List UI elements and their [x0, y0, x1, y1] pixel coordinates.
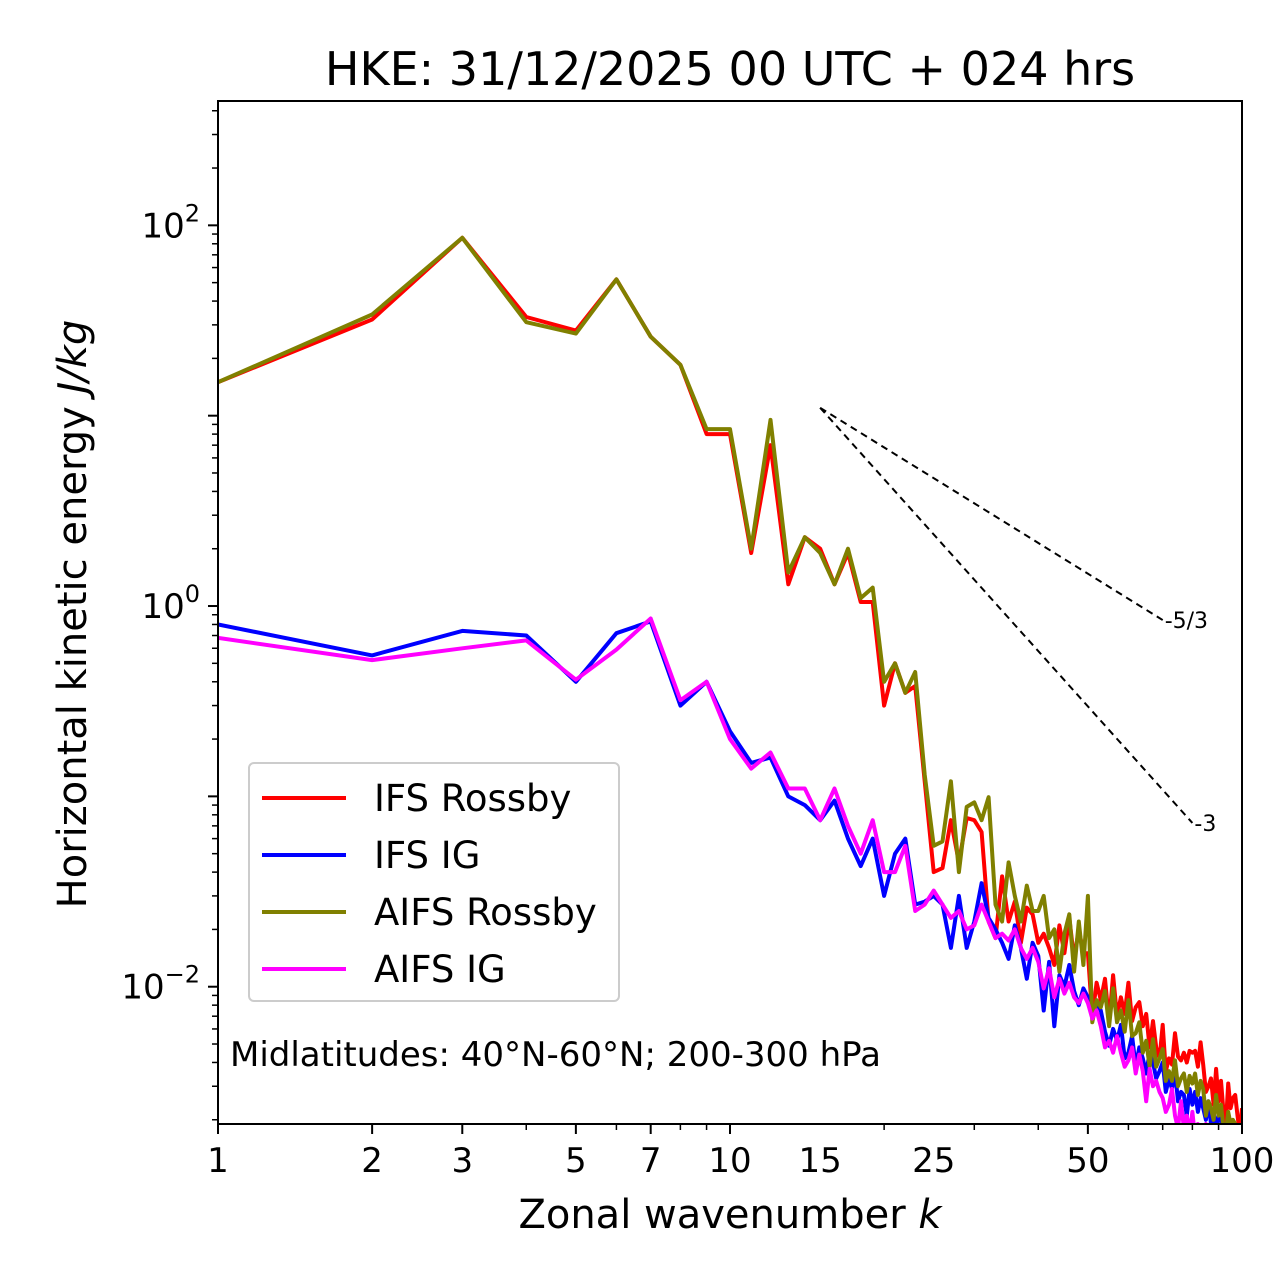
y-tick-labels: 10−2 100 102 — [121, 199, 200, 1007]
y-axis-label-text: Horizontal kinetic energy — [50, 406, 96, 908]
x-axis-label-var: k — [918, 1192, 943, 1238]
plot-frame — [217, 100, 1243, 1125]
x-tick-label: 5 — [565, 1141, 587, 1181]
legend-swatch — [262, 967, 346, 971]
reference-slope-lines: -5/3 -3 — [819, 406, 1216, 837]
x-tick-labels: 1 2 3 5 7 10 15 25 50 100 — [207, 1141, 1274, 1181]
slope-label: -3 — [1194, 812, 1216, 837]
chart-title: HKE: 31/12/2025 00 UTC + 024 hrs — [325, 42, 1135, 96]
legend-label: IFS Rossby — [374, 776, 572, 820]
x-tick-label: 7 — [640, 1141, 662, 1181]
legend-item: IFS Rossby — [262, 770, 571, 826]
legend-item: AIFS IG — [262, 941, 506, 997]
y-axis-label-unit: J/kg — [50, 320, 96, 401]
x-tick-label: 10 — [708, 1141, 751, 1181]
x-tick-label: 50 — [1066, 1141, 1109, 1181]
legend-swatch — [262, 910, 346, 914]
slope-label: -5/3 — [1165, 609, 1208, 634]
legend-label: IFS IG — [374, 833, 481, 877]
series-line-aifs-ig — [218, 616, 1208, 1124]
x-tick-label: 2 — [361, 1141, 383, 1181]
slope-line — [819, 407, 1194, 824]
series-line-aifs-rossby — [218, 235, 1238, 1124]
legend-swatch — [262, 796, 346, 800]
x-axis-label-text: Zonal wavenumber — [518, 1192, 906, 1238]
legend-item: IFS IG — [262, 827, 480, 883]
x-axis-label: Zonal wavenumber k — [518, 1192, 943, 1238]
y-axis-label: Horizontal kinetic energy J/kg — [50, 320, 96, 909]
legend-swatch — [262, 853, 346, 857]
series-layer — [218, 235, 1242, 1124]
legend-item: AIFS Rossby — [262, 884, 597, 940]
x-tick-label: 25 — [912, 1141, 955, 1181]
legend-label: AIFS Rossby — [374, 890, 597, 934]
region-annotation: Midlatitudes: 40°N-60°N; 200-300 hPa — [230, 1035, 881, 1075]
x-tick-label: 15 — [799, 1141, 842, 1181]
y-tick-label: 102 — [141, 199, 200, 246]
x-tick-label: 100 — [1210, 1141, 1275, 1181]
y-tick-label: 10−2 — [121, 961, 200, 1008]
legend-label: AIFS IG — [374, 947, 506, 991]
y-tick-label: 100 — [141, 580, 200, 627]
x-tick-label: 1 — [207, 1141, 229, 1181]
legend: IFS Rossby IFS IG AIFS Rossby AIFS IG — [248, 762, 620, 1002]
x-tick-label: 3 — [451, 1141, 473, 1181]
